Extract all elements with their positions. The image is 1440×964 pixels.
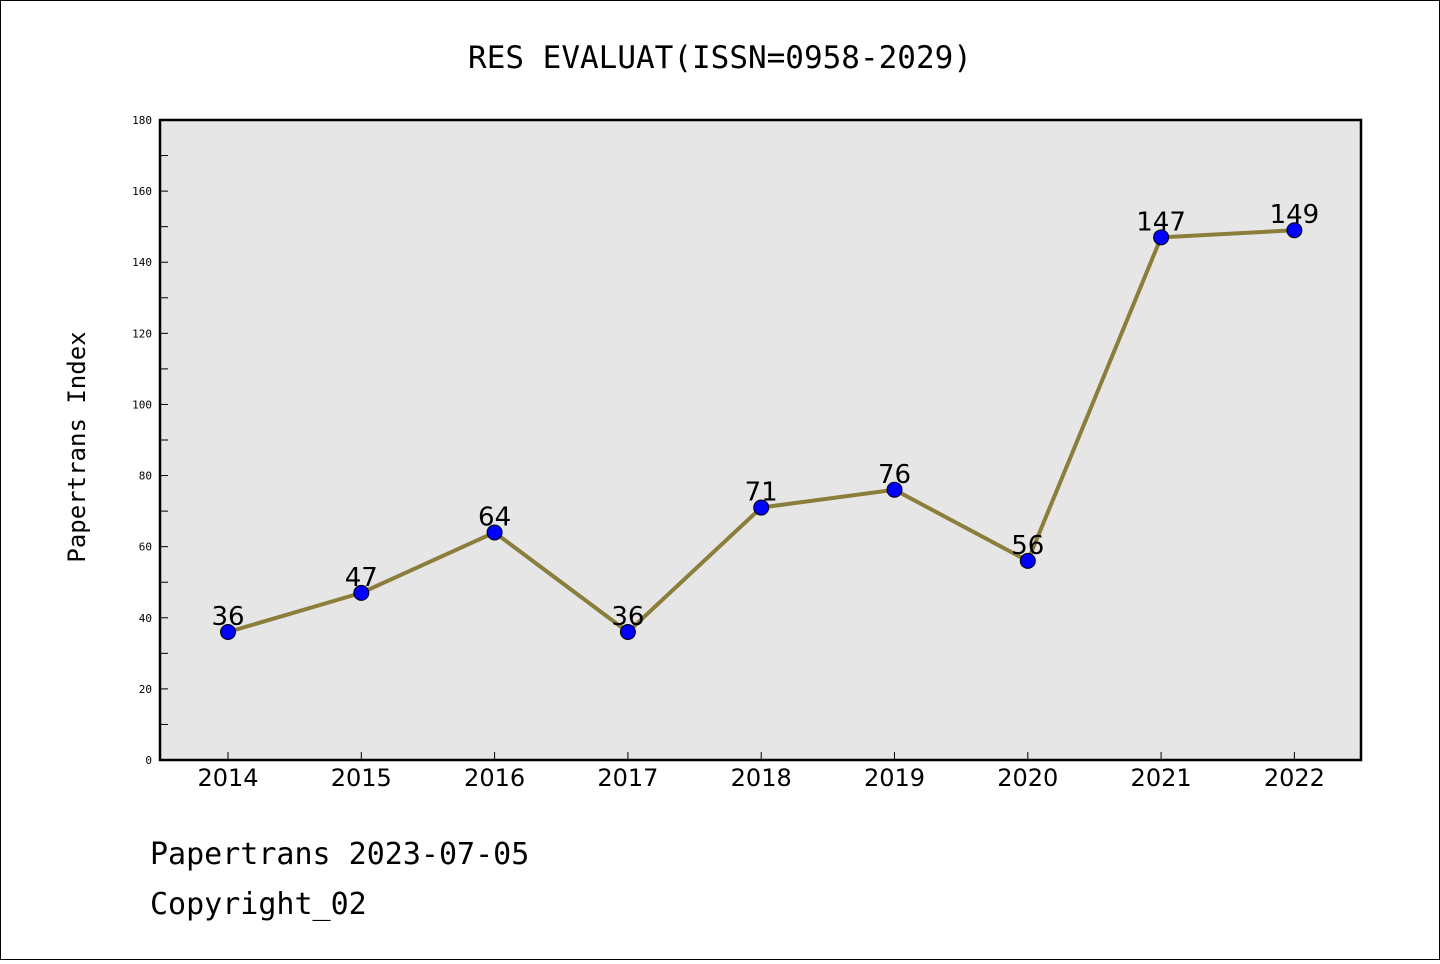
data-point-marker: [486, 524, 503, 541]
data-point-marker: [886, 481, 903, 498]
y-tick-label: 40: [139, 612, 152, 625]
data-point-label: 71: [745, 478, 778, 508]
data-point-marker: [753, 499, 770, 516]
chart-title: RES EVALUAT(ISSN=0958-2029): [468, 40, 972, 76]
y-tick-label: 0: [145, 754, 152, 767]
data-point-label: 149: [1270, 200, 1320, 230]
data-point-marker: [1019, 552, 1036, 569]
data-point-label: 76: [878, 460, 911, 490]
y-tick-label: 100: [132, 398, 152, 411]
data-point-label: 36: [211, 602, 244, 632]
footer-copyright: Copyright_02: [150, 887, 367, 922]
x-tick-label: 2016: [464, 764, 525, 792]
data-point-label: 47: [345, 563, 378, 593]
x-tick-label: 2017: [597, 764, 658, 792]
x-tick-label: 2014: [197, 764, 258, 792]
x-tick-label: 2019: [864, 764, 925, 792]
data-point-marker: [353, 584, 370, 601]
x-tick-label: 2018: [731, 764, 792, 792]
data-point-label: 147: [1136, 207, 1186, 237]
x-axis-ticks: 2014 2015 2016 2017 2018 2019 2020 2021 2022: [197, 752, 1325, 792]
x-tick-label: 2015: [331, 764, 392, 792]
y-tick-label: 80: [139, 470, 152, 483]
data-point-markers: [220, 222, 1303, 640]
y-tick-label: 20: [139, 683, 152, 696]
data-point-marker: [220, 624, 236, 640]
plot-area: [160, 120, 1361, 760]
y-tick-label: 60: [139, 541, 152, 554]
y-tick-label: 160: [132, 185, 152, 198]
data-point-label: 36: [611, 602, 644, 632]
data-point-label: 56: [1011, 531, 1044, 561]
data-point-marker: [1286, 222, 1303, 239]
x-tick-label: 2022: [1264, 764, 1325, 792]
y-tick-label: 140: [132, 256, 152, 269]
y-axis-ticks: 0 20 40 60 80 100 120 140 160 180: [132, 114, 168, 767]
y-tick-label: 180: [132, 114, 152, 127]
data-point-marker: [619, 624, 636, 640]
x-tick-label: 2021: [1131, 764, 1192, 792]
data-labels: 36 47 64 36 71 76 56 147 149: [211, 200, 1319, 632]
footer-date: Papertrans 2023-07-05: [150, 837, 529, 872]
y-tick-label: 120: [132, 327, 152, 340]
data-point-label: 64: [478, 502, 511, 532]
x-tick-label: 2020: [997, 764, 1058, 792]
plot-border: [158, 118, 1363, 762]
y-axis-label: Papertrans Index: [63, 331, 91, 562]
data-point-marker: [1153, 229, 1170, 246]
